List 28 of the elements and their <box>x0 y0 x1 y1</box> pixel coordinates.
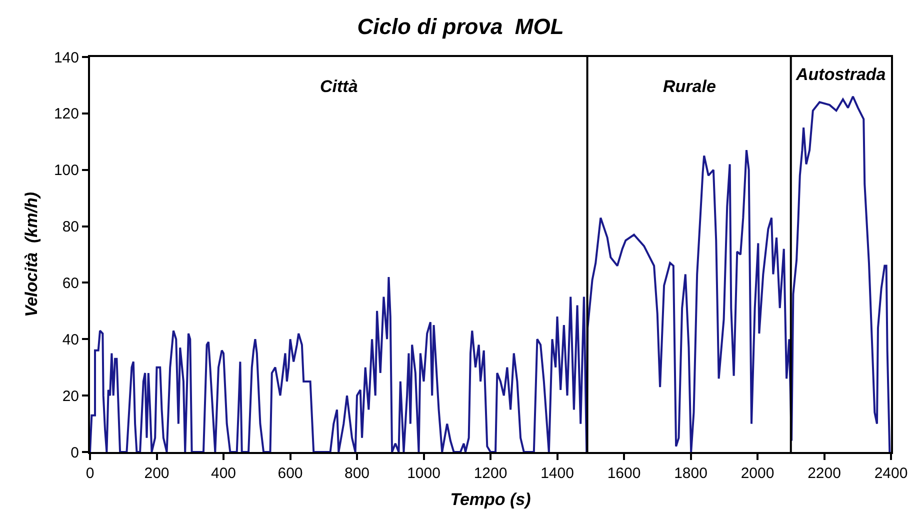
line-series <box>90 96 891 452</box>
x-tick-label: 2200 <box>808 465 841 482</box>
x-tick-label: 0 <box>86 465 94 482</box>
annotation: Città <box>320 77 358 96</box>
y-tick-label: 100 <box>54 162 79 180</box>
y-tick-label: 20 <box>62 388 79 405</box>
y-tick-label: 0 <box>70 444 79 462</box>
y-tick-label: 120 <box>54 106 79 123</box>
x-tick-label: 1000 <box>407 465 440 482</box>
x-tick-label: 1600 <box>607 465 641 482</box>
x-tick-label: 1800 <box>674 465 708 482</box>
x-tick-label: 400 <box>210 465 236 482</box>
x-tick-label: 200 <box>144 465 170 482</box>
annotation: Rurale <box>663 77 716 96</box>
y-axis-title: Velocità (km/h) <box>22 192 42 318</box>
annotation: Autostrada <box>795 65 886 84</box>
y-tick-label: 60 <box>62 274 79 292</box>
x-tick-label: 800 <box>344 465 370 482</box>
y-tick-label: 40 <box>62 331 79 348</box>
x-axis-title: Tempo (s) <box>450 490 532 509</box>
x-tick-label: 600 <box>278 465 303 482</box>
x-tick-label: 2400 <box>874 465 908 482</box>
x-tick-label: 1200 <box>474 465 508 482</box>
x-tick-label: 1400 <box>540 465 574 482</box>
x-tick-label: 2000 <box>740 465 774 482</box>
chart-title: Ciclo di prova MOL <box>357 14 564 39</box>
y-tick-label: 80 <box>62 218 79 236</box>
y-tick-label: 140 <box>54 49 79 66</box>
